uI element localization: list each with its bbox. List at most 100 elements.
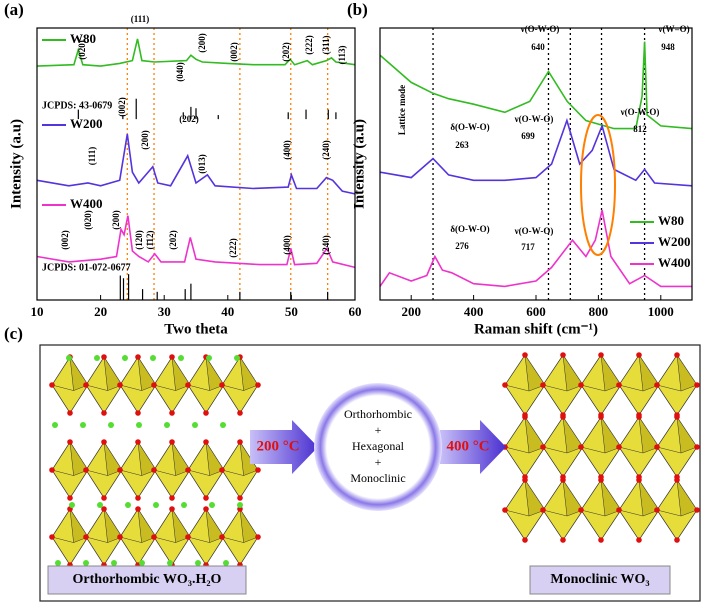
water-atom [220,422,226,428]
ring-text: Orthorhombic [344,407,412,421]
water-atom [108,422,114,428]
annotation: (400) [282,140,292,160]
oxygen-atom [560,414,566,420]
step-2-label: 400 °C [446,438,489,454]
octahedron-edge [504,509,530,517]
octahedron-face [676,416,698,454]
oxygen-atom [674,477,680,483]
water-atom [125,502,131,508]
octahedron-edge [580,384,606,392]
oxygen-atom [219,382,225,388]
octahedron-edge [656,384,682,392]
oxygen-atom [560,352,566,358]
ring-text: Hexagonal [352,439,405,453]
legend-label: W200 [70,116,103,131]
annotation: (200) [197,33,207,53]
x-tick-label: 800 [589,304,609,319]
water-atom [206,355,212,361]
octahedron-edge [153,469,176,476]
octahedron-face [69,508,89,543]
annotation: 263 [455,140,469,150]
oxygen-atom [49,467,55,473]
octahedron-edge [187,536,210,543]
oxygen-atom [101,354,107,360]
octahedron-face [171,356,191,391]
x-axis-label: Two theta [164,321,228,337]
octahedron-face [600,354,622,392]
panel-label: (b) [347,0,368,19]
oxygen-atom [203,495,209,501]
annotation: (1̄12) [145,230,155,249]
oxygen-atom [83,382,89,388]
annotation: ν(O-W-O) [514,226,554,236]
octahedron-face [600,479,622,517]
octahedron-face [600,416,622,454]
series-line [36,38,356,67]
octahedron-face [205,441,225,476]
oxygen-atom [67,410,73,416]
annotation: (222) [228,238,238,258]
octahedron-face [205,508,225,543]
oxygen-atom [117,382,123,388]
octahedron-edge [504,384,530,392]
annotation: (200) [140,130,150,150]
oxygen-atom [151,534,157,540]
oxygen-atom [578,382,584,388]
oxygen-atom [502,507,508,513]
oxygen-atom [502,382,508,388]
oxygen-atom [522,477,528,483]
octahedron-face [137,356,157,391]
octahedron-face [103,441,123,476]
ring-text: + [375,423,382,437]
octahedron-edge [85,384,108,391]
octahedron-edge [221,469,244,476]
series-line [36,133,356,195]
oxygen-atom [83,467,89,473]
left-label: Orthorhombic WO₃.H₂O [73,572,222,587]
annotation: ν(O-W-O) [620,107,660,117]
oxygen-atom [117,534,123,540]
annotation: ν(O-W-O) [514,114,554,124]
water-atom [94,355,100,361]
octahedron-face [137,508,157,543]
oxygen-atom [237,439,243,445]
oxygen-atom [540,382,546,388]
octahedron-edge [580,446,606,454]
octahedron-edge [221,384,244,391]
annotation: (113) [337,45,347,64]
annotation: 948 [661,42,675,52]
octahedron-edge [119,536,142,543]
oxygen-atom [203,410,209,416]
oxygen-atom [237,495,243,501]
octahedron-edge [119,469,142,476]
water-atom [83,560,89,566]
octahedron-face [638,479,660,517]
annotation: ν(W=O) [657,24,689,34]
octahedron-face [562,416,584,454]
x-tick-label: 20 [94,304,107,319]
octahedron-edge [618,446,644,454]
annotation: (240) [321,235,331,255]
oxygen-atom [185,467,191,473]
annotation: (020) [77,40,87,60]
crystal-structures [49,352,700,568]
oxygen-atom [674,414,680,420]
annotation: (002) [60,230,70,250]
legend-label: W400 [70,196,103,211]
phase-ring [314,383,442,511]
annotation: (222) [304,35,314,55]
oxygen-atom [654,444,660,450]
oxygen-atom [560,537,566,543]
oxygen-atom [598,352,604,358]
oxygen-atom [616,507,622,513]
oxygen-atom [578,444,584,450]
oxygen-atom [598,477,604,483]
octahedron-face [676,354,698,392]
annotation: (200) [111,210,121,230]
x-tick-label: 30 [158,304,171,319]
oxygen-atom [67,495,73,501]
annotation: (040) [175,62,185,82]
arrow-2 [440,420,506,474]
annotation: (202) [281,42,291,62]
octahedron-face [69,356,89,391]
